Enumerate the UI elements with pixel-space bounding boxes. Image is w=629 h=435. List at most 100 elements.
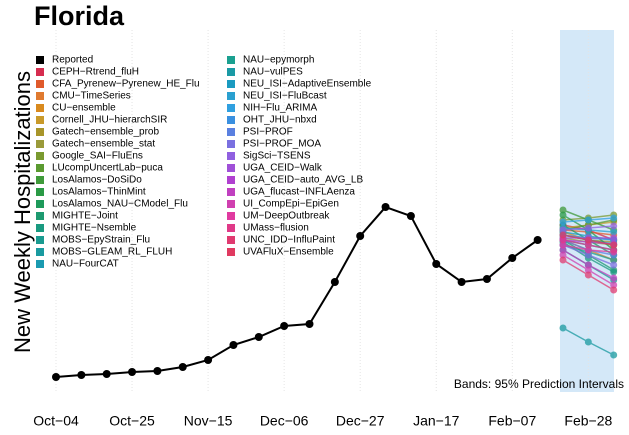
legend-label: UI_CompEpi−EpiGen	[243, 199, 339, 210]
legend-swatch	[36, 80, 44, 88]
legend-label: NAU−epymorph	[243, 55, 314, 66]
legend-label: Gatech−ensemble_prob	[52, 127, 159, 138]
data-point	[610, 234, 618, 242]
series-line	[55, 205, 539, 378]
data-point	[254, 333, 263, 341]
data-point	[610, 286, 618, 294]
data-point	[584, 216, 592, 224]
legend-label: MOBS−EpyStrain_Flu	[52, 235, 150, 246]
legend-label: MOBS−GLEAM_RL_FLUH	[52, 247, 172, 258]
legend-label: LosAlamos−DoSiDo	[52, 175, 142, 186]
data-point	[610, 214, 618, 222]
legend-swatch	[227, 188, 235, 196]
data-point	[584, 241, 592, 249]
data-point	[482, 275, 491, 283]
data-point	[584, 266, 592, 274]
data-point	[610, 246, 618, 254]
legend-swatch	[227, 152, 235, 160]
legend-swatch	[36, 224, 44, 232]
data-point	[432, 260, 441, 268]
data-point	[559, 236, 567, 244]
legend-label: CMU−TimeSeries	[52, 91, 131, 102]
forecast-series	[559, 246, 618, 282]
data-point	[584, 261, 592, 269]
legend-swatch	[227, 212, 235, 220]
legend-swatch	[36, 128, 44, 136]
data-point	[610, 222, 618, 230]
legend-label: NAU−vulPES	[243, 67, 303, 78]
legend-swatch	[227, 176, 235, 184]
data-point	[584, 338, 592, 346]
legend-swatch	[36, 200, 44, 208]
forecast-series	[559, 256, 618, 294]
legend-label: PSI−PROF_MOA	[243, 139, 321, 150]
legend-label: UMass−flusion	[243, 223, 309, 234]
x-tick-label: Dec−27	[336, 413, 385, 429]
legend-label: UGA_CEID−Walk	[243, 163, 323, 174]
legend-label: LosAlamos_NAU−CModel_Flu	[52, 199, 188, 210]
data-point	[559, 246, 567, 254]
legend-swatch	[36, 236, 44, 244]
legend-label: CFA_Pyrenew−Pyrenew_HE_Flu	[52, 79, 200, 90]
data-point	[559, 251, 567, 259]
legend-swatch	[227, 200, 235, 208]
legend-label: MIGHTE−Joint	[52, 211, 118, 222]
legend-label: UM−DeepOutbreak	[243, 211, 330, 222]
data-point	[584, 246, 592, 254]
legend-swatch	[36, 152, 44, 160]
data-point	[559, 231, 567, 239]
data-point	[559, 226, 567, 234]
legend-label: UNC_IDD−InfluPaint	[243, 235, 335, 246]
data-point	[102, 370, 111, 378]
legend-label: PSI−PROF	[243, 127, 293, 138]
data-point	[610, 351, 618, 359]
data-point	[610, 281, 618, 289]
legend-label: NEU_ISI−AdaptiveEnsemble	[243, 79, 372, 90]
legend-label: NAU−FourCAT	[52, 259, 119, 270]
x-tick-label: Oct−25	[109, 413, 155, 429]
legend-swatch	[36, 260, 44, 268]
data-point	[406, 212, 415, 220]
data-point	[153, 367, 162, 375]
forecast-series	[559, 251, 618, 289]
legend-label: MIGHTE−Nsemble	[52, 223, 137, 234]
data-point	[610, 274, 618, 282]
annotation: Bands: 95% Prediction Intervals	[454, 377, 624, 391]
data-point	[305, 320, 314, 328]
data-point	[356, 232, 365, 240]
forecast-series	[559, 324, 618, 359]
legend-label: CEPH−Rtrend_fluH	[52, 67, 139, 78]
data-point	[457, 278, 466, 286]
legend-swatch	[36, 176, 44, 184]
legend-swatch	[36, 212, 44, 220]
legend-swatch	[227, 104, 235, 112]
data-point	[610, 268, 618, 276]
x-tick-label: Nov−15	[184, 413, 233, 429]
data-point	[381, 203, 390, 211]
legend-swatch	[36, 248, 44, 256]
data-point	[204, 356, 213, 364]
data-point	[559, 256, 567, 264]
legend-swatch	[36, 116, 44, 124]
x-tick-label: Oct−04	[33, 413, 79, 429]
legend-label: OHT_JHU−nbxd	[243, 115, 317, 126]
legend-swatch	[36, 188, 44, 196]
data-point	[559, 241, 567, 249]
legend-label: LUcompUncertLab−puca	[52, 163, 163, 174]
legend-label: CU−ensemble	[52, 103, 116, 114]
legend-label: SigSci−TSENS	[243, 151, 311, 162]
data-point	[584, 251, 592, 259]
data-point	[610, 241, 618, 249]
legend-swatch	[36, 68, 44, 76]
data-point	[584, 271, 592, 279]
legend-label: Reported	[52, 55, 93, 66]
legend-swatch	[227, 140, 235, 148]
legend-swatch	[227, 224, 235, 232]
data-point	[128, 368, 137, 376]
forecast-series	[559, 222, 618, 234]
data-point	[559, 324, 567, 332]
data-point	[229, 341, 238, 349]
legend-label: Google_SAI−FluEns	[52, 151, 143, 162]
data-point	[584, 236, 592, 244]
